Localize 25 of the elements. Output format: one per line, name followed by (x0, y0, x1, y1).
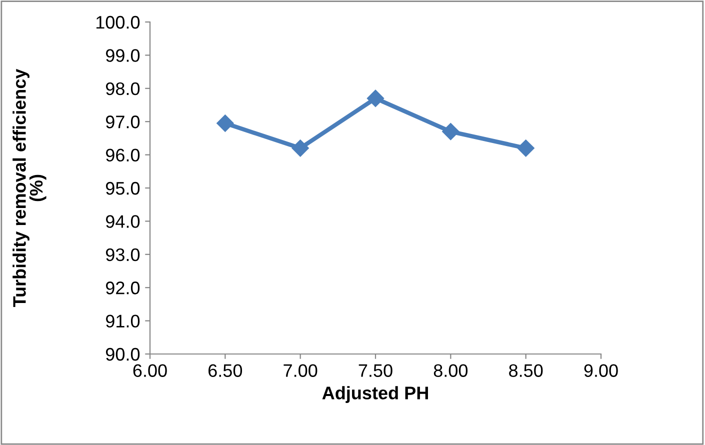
y-tick-label: 96.0 (106, 148, 140, 162)
x-tick-label: 7.00 (284, 364, 318, 377)
y-tick-label: 98.0 (106, 82, 140, 96)
point (517, 140, 534, 157)
y-axis-title: Turbidity removal efficiency (%) (12, 68, 46, 308)
y-tick-label: 99.0 (106, 49, 140, 62)
y-tick-label: 91.0 (106, 314, 140, 328)
x-tick-label: 8.00 (434, 364, 468, 377)
y-tick-label: 93.0 (106, 248, 140, 262)
x-tick-label: 6.00 (133, 364, 167, 377)
x-tick-label: 8.50 (509, 364, 543, 377)
point (216, 114, 234, 132)
point (292, 140, 309, 157)
x-tick-label: 9.00 (584, 364, 618, 377)
y-tick-label: 95.0 (106, 182, 140, 195)
x-axis-title: Adjusted PH (322, 386, 428, 403)
x-tick-label: 7.50 (358, 364, 392, 377)
y-tick-label: 92.0 (106, 282, 140, 294)
y-tick-label: 97.0 (106, 116, 140, 128)
point (366, 90, 384, 107)
y-tick-label: 90.0 (106, 348, 140, 361)
y-tick-label: 94.0 (106, 215, 140, 228)
point (442, 123, 460, 140)
x-tick-label: 6.50 (208, 364, 242, 377)
y-tick-label: 100.0 (96, 16, 140, 29)
